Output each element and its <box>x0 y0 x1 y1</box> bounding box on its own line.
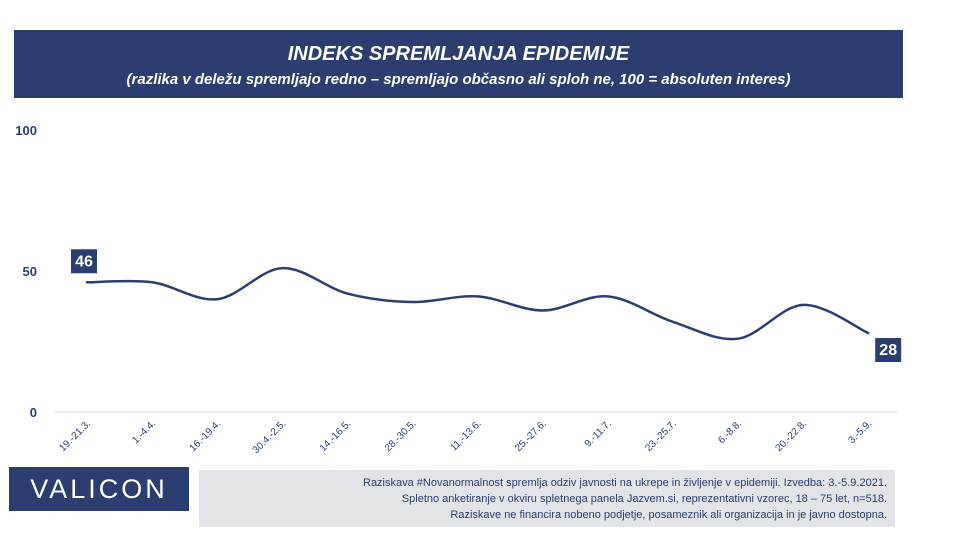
data-label: 28 <box>879 342 897 359</box>
x-tick-label: 9.-11.7. <box>583 418 614 449</box>
x-tick-label: 16.-19.4. <box>188 418 224 454</box>
data-label-box <box>71 249 97 274</box>
footnote-line: Spletno anketiranje v okviru spletnega p… <box>401 493 887 505</box>
line-chart: 0 50 100 19.-21.3. 1.-4.4. 16.-19.4. 30.4.-2.5… <box>15 123 902 456</box>
x-tick-label: 19.-21.3. <box>57 418 93 454</box>
x-tick-label: 28.-30.5. <box>383 418 419 454</box>
x-tick-label: 30.4.-2.5. <box>251 418 289 456</box>
footnote: Raziskava #Novanormalnost spremlja odziv… <box>199 470 895 527</box>
x-tick-label: 20.-22.8. <box>774 418 810 454</box>
x-tick-label: 3.-5.9. <box>846 418 874 446</box>
y-tick-label: 0 <box>30 405 37 420</box>
footnote-line: Raziskave ne financira nobeno podjetje, … <box>450 509 887 521</box>
valicon-logo: VALICON <box>9 467 189 511</box>
x-tick-label: 14.-16.5. <box>318 418 354 454</box>
x-tick-label: 11.-13.6. <box>449 418 484 453</box>
x-tick-label: 25.-27.6. <box>513 418 549 454</box>
y-tick-label: 50 <box>23 264 37 279</box>
x-tick-label: 6.-8.8. <box>716 418 744 446</box>
chart-header: INDEKS SPREMLJANJA EPIDEMIJE (razlika v … <box>14 30 903 98</box>
chart-subtitle: (razlika v deležu spremljajo redno – spr… <box>126 71 791 88</box>
x-tick-label: 23.-25.7. <box>643 418 679 454</box>
x-tick-label: 1.-4.4. <box>130 418 158 446</box>
chart-title: INDEKS SPREMLJANJA EPIDEMIJE <box>287 43 630 65</box>
data-label-box <box>875 338 902 363</box>
series-line <box>85 266 870 341</box>
footnote-line: Raziskava #Novanormalnost spremlja odziv… <box>363 477 887 489</box>
data-label: 46 <box>75 253 93 270</box>
y-tick-label: 100 <box>15 123 37 138</box>
